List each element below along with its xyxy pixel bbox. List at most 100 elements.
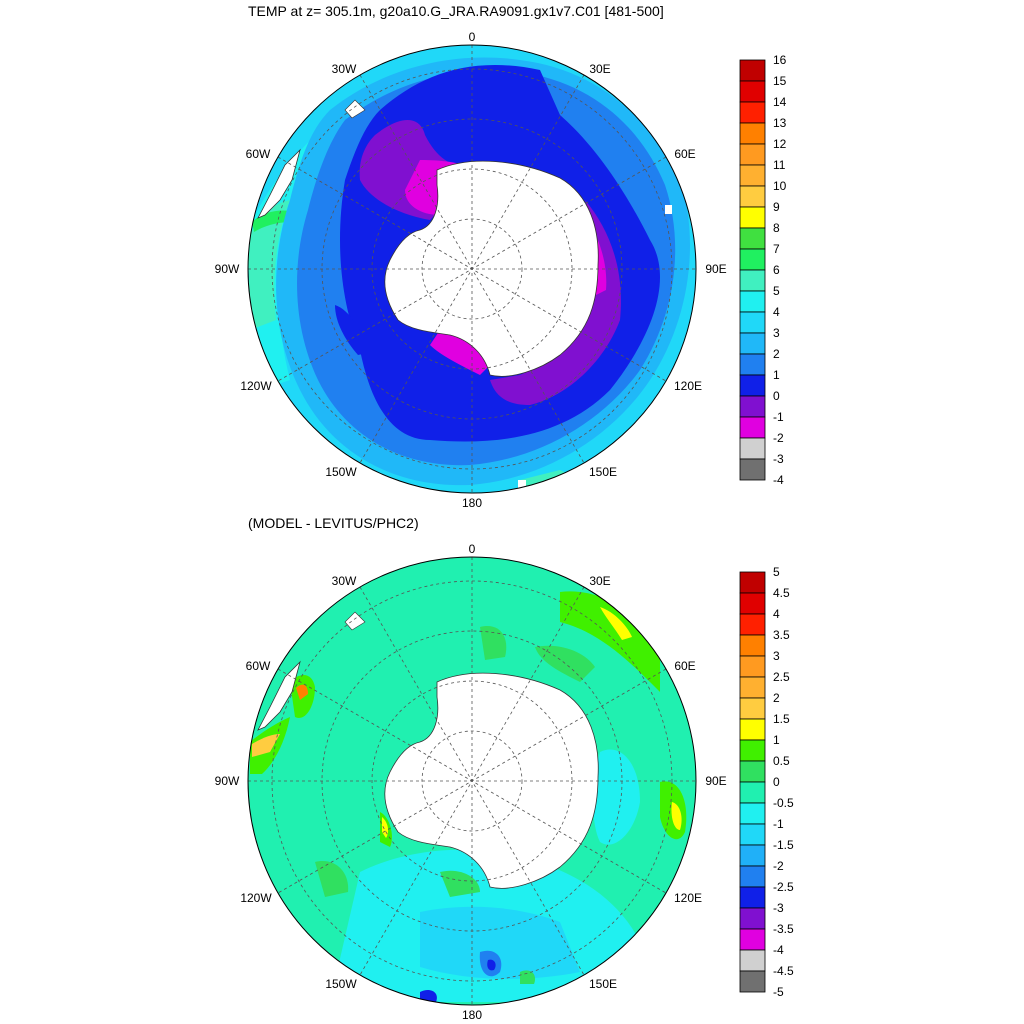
top-colorbar-swatch: [739, 353, 766, 376]
top-colorbar-swatch: [739, 416, 766, 439]
top-lon-0: 0: [469, 30, 476, 44]
bottom-map-border: [247, 556, 697, 1006]
bottom-graticule: [248, 557, 696, 1005]
top-colorbar-swatch: [739, 80, 766, 103]
top-colorbar-label: 15: [773, 74, 787, 88]
top-map-border: [247, 44, 697, 494]
bottom-colorbar-label: -2: [773, 859, 784, 873]
bottom-colorbar-swatch: [739, 865, 766, 888]
bottom-colorbar-label: 5: [773, 565, 780, 579]
top-colorbar-label: 0: [773, 389, 780, 403]
bottom-colorbar-swatch: [739, 802, 766, 825]
top-colorbar-swatch: [739, 164, 766, 187]
top-lon-150w: 150W: [325, 465, 357, 479]
top-colorbar-label: 14: [773, 95, 787, 109]
top-colorbar-label: -1: [773, 410, 784, 424]
top-colorbar-swatch: [739, 311, 766, 334]
bottom-lon-150e: 150E: [589, 977, 617, 991]
bottom-colorbar-label: -0.5: [773, 796, 794, 810]
bottom-colorbar-label: 4.5: [773, 586, 790, 600]
top-lon-120e: 120E: [674, 379, 702, 393]
top-colorbar-label: 4: [773, 305, 780, 319]
bottom-colorbar-swatch: [739, 949, 766, 972]
top-colorbar-swatch: [739, 143, 766, 166]
top-colorbar-swatch: [739, 59, 766, 82]
top-lon-180: 180: [462, 496, 482, 510]
top-colorbar-swatch: [739, 248, 766, 271]
bottom-lon-60e: 60E: [674, 659, 695, 673]
top-colorbar-swatch: [739, 185, 766, 208]
top-colorbar-label: -4: [773, 473, 784, 487]
top-lon-90e: 90E: [705, 262, 726, 276]
top-colorbar-label: 7: [773, 242, 780, 256]
top-colorbar-label: 13: [773, 116, 787, 130]
top-colorbar-label: 12: [773, 137, 787, 151]
top-lon-150e: 150E: [589, 465, 617, 479]
top-colorbar-label: 9: [773, 200, 780, 214]
top-colorbar-label: 11: [773, 158, 786, 172]
top-colorbar-label: 10: [773, 179, 787, 193]
bottom-colorbar-swatch: [739, 844, 766, 867]
top-colorbar-swatch: [739, 437, 766, 460]
bottom-lon-60w: 60W: [246, 659, 271, 673]
bottom-map-field: [248, 557, 696, 1005]
top-colorbar-label: 8: [773, 221, 780, 235]
bottom-lon-90w: 90W: [215, 774, 240, 788]
bottom-colorbar-swatch: [739, 697, 766, 720]
top-lon-90w: 90W: [215, 262, 240, 276]
bottom-lon-180: 180: [462, 1008, 482, 1022]
bottom-difference-map: 0 30E 60E 90E 120E 150E 180 150W 120W 90…: [215, 542, 727, 1022]
top-colorbar-swatch: [739, 122, 766, 145]
top-colorbar-swatch: [739, 269, 766, 292]
bottom-colorbar-swatch: [739, 634, 766, 657]
bottom-map-title: (MODEL - LEVITUS/PHC2): [248, 515, 419, 531]
bottom-colorbar-label: -4: [773, 943, 784, 957]
top-map-title: TEMP at z= 305.1m, g20a10.G_JRA.RA9091.g…: [248, 3, 664, 19]
top-colorbar-swatch: [739, 206, 766, 229]
bottom-lon-120w: 120W: [240, 891, 272, 905]
bottom-colorbar-label: -2.5: [773, 880, 794, 894]
bottom-colorbar-swatch: [739, 613, 766, 636]
top-lon-30e: 30E: [589, 62, 610, 76]
bottom-lon-30e: 30E: [589, 574, 610, 588]
top-colorbar-swatch: [739, 395, 766, 418]
bottom-lon-0: 0: [469, 542, 476, 556]
top-colorbar-label: 2: [773, 347, 780, 361]
top-lon-120w: 120W: [240, 379, 272, 393]
bottom-lon-30w: 30W: [332, 574, 357, 588]
top-colorbar-label: 3: [773, 326, 780, 340]
bottom-colorbar-swatch: [739, 823, 766, 846]
top-colorbar-label: 1: [773, 368, 780, 382]
bottom-lon-120e: 120E: [674, 891, 702, 905]
top-lon-60e: 60E: [674, 147, 695, 161]
bottom-colorbar-swatch: [739, 655, 766, 678]
top-colorbar-swatch: [739, 458, 766, 481]
top-colorbar-swatch: [739, 290, 766, 313]
top-colorbar-swatch: [739, 374, 766, 397]
bottom-colorbar-label: -1.5: [773, 838, 794, 852]
top-colorbar-swatch: [739, 101, 766, 124]
bottom-colorbar-label: 2.5: [773, 670, 790, 684]
bottom-colorbar-swatch: [739, 928, 766, 951]
top-colorbar-swatch: [739, 227, 766, 250]
bottom-colorbar-swatch: [739, 907, 766, 930]
bottom-colorbar-swatch: [739, 739, 766, 762]
bottom-colorbar: 5 4.5 4 3.5 3 2.5 2 1.5 1 0.5 0 -0.5 -1 -1.5 -2 -2.5 -3 -…: [739, 565, 794, 999]
top-colorbar-label: -2: [773, 431, 784, 445]
top-colorbar-label: 6: [773, 263, 780, 277]
bottom-colorbar-swatch: [739, 676, 766, 699]
bottom-colorbar-label: 0: [773, 775, 780, 789]
bottom-colorbar-swatch: [739, 886, 766, 909]
bottom-colorbar-label: 4: [773, 607, 780, 621]
top-colorbar-label: -3: [773, 452, 784, 466]
bottom-colorbar-label: 2: [773, 691, 780, 705]
top-lon-30w: 30W: [332, 62, 357, 76]
bottom-colorbar-label: 3: [773, 649, 780, 663]
top-graticule: [248, 45, 696, 493]
bottom-colorbar-label: -4.5: [773, 964, 794, 978]
bottom-lon-150w: 150W: [325, 977, 357, 991]
top-map-field: [248, 45, 696, 493]
top-colorbar-swatch: [739, 332, 766, 355]
bottom-colorbar-label: -5: [773, 985, 784, 999]
bottom-colorbar-swatch: [739, 781, 766, 804]
